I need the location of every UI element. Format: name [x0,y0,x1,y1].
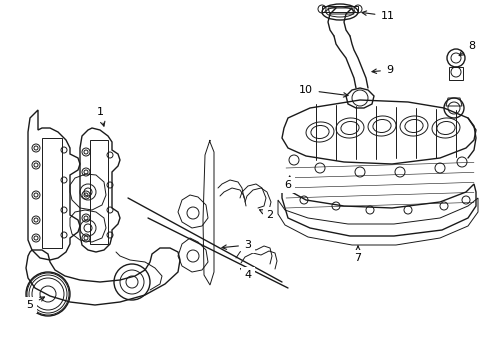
Text: 3: 3 [222,240,251,250]
Text: 1: 1 [96,107,104,126]
Text: 2: 2 [259,210,273,220]
Text: 11: 11 [361,11,394,21]
Text: 10: 10 [298,85,347,97]
Text: 7: 7 [354,246,361,263]
Text: 9: 9 [371,65,393,75]
Text: 8: 8 [458,41,475,55]
Text: 5: 5 [26,297,44,310]
Text: 6: 6 [284,176,291,190]
Text: 4: 4 [240,269,251,280]
